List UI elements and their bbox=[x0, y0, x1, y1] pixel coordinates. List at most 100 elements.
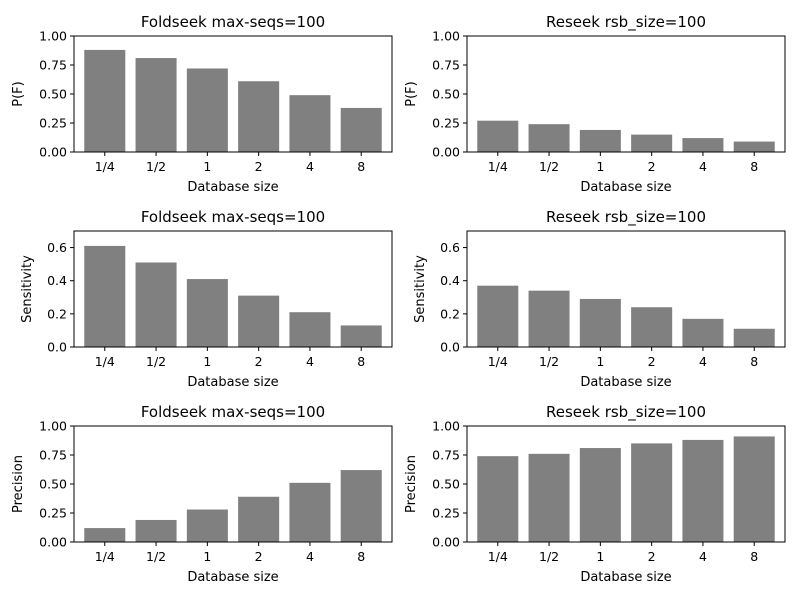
x-tick-label: 4 bbox=[699, 549, 707, 564]
y-tick-label: 0.25 bbox=[39, 116, 67, 131]
bar-6 bbox=[733, 141, 775, 152]
bar-1 bbox=[84, 528, 126, 542]
y-axis-label: Precision bbox=[11, 455, 26, 513]
bar-5 bbox=[289, 95, 331, 152]
x-tick-label: 2 bbox=[648, 354, 656, 369]
y-tick-label: 1.00 bbox=[39, 29, 67, 44]
bar-1 bbox=[84, 49, 126, 152]
x-tick-label: 4 bbox=[306, 159, 314, 174]
bar-4 bbox=[631, 307, 673, 347]
x-tick-label: 1/4 bbox=[488, 354, 508, 369]
bar-5 bbox=[289, 482, 331, 542]
y-tick-label: 0.00 bbox=[39, 535, 67, 550]
x-axis-label: Database size bbox=[580, 180, 671, 195]
x-tick-label: 1/4 bbox=[95, 159, 115, 174]
bar-2 bbox=[135, 519, 177, 542]
chart-title: Foldseek max-seqs=100 bbox=[141, 13, 325, 31]
y-tick-label: 0.25 bbox=[39, 506, 67, 521]
x-tick-label: 8 bbox=[750, 549, 758, 564]
y-axis-label: P(F) bbox=[404, 81, 419, 106]
x-tick-label: 8 bbox=[750, 159, 758, 174]
y-tick-label: 0.4 bbox=[440, 273, 460, 288]
x-tick-label: 4 bbox=[699, 159, 707, 174]
bar-3 bbox=[186, 279, 228, 347]
y-axis-label: Precision bbox=[404, 455, 419, 513]
bar-2 bbox=[135, 58, 177, 152]
bar-5 bbox=[682, 439, 724, 542]
y-tick-label: 0.6 bbox=[440, 240, 460, 255]
y-tick-label: 0.50 bbox=[432, 87, 460, 102]
x-tick-label: 1/2 bbox=[539, 549, 559, 564]
bar-4 bbox=[631, 134, 673, 152]
x-tick-label: 1/4 bbox=[488, 159, 508, 174]
y-axis-label: Sensitivity bbox=[20, 255, 35, 323]
bar-2 bbox=[528, 124, 570, 152]
x-tick-label: 1/2 bbox=[539, 354, 559, 369]
chart-title: Reseek rsb_size=100 bbox=[546, 13, 706, 32]
y-tick-label: 0.2 bbox=[440, 306, 460, 321]
y-tick-label: 0.25 bbox=[432, 506, 460, 521]
y-tick-label: 0.25 bbox=[432, 116, 460, 131]
x-tick-label: 1/2 bbox=[146, 354, 166, 369]
x-tick-label: 8 bbox=[357, 354, 365, 369]
chart-panel-6: 0.00 0.25 0.50 0.75 1.00 1/4 1/2 1 2 4 8 Reseek rsb… bbox=[404, 403, 786, 585]
x-tick-label: 1 bbox=[596, 159, 604, 174]
x-tick-label: 1/4 bbox=[95, 354, 115, 369]
x-tick-label: 2 bbox=[255, 549, 263, 564]
bar-1 bbox=[477, 120, 519, 152]
x-axis-label: Database size bbox=[187, 375, 278, 390]
bar-4 bbox=[238, 496, 280, 542]
y-tick-label: 0.4 bbox=[47, 273, 67, 288]
axes-frame bbox=[466, 230, 786, 348]
bar-5 bbox=[682, 318, 724, 347]
axes-frame bbox=[73, 230, 393, 348]
bar-6 bbox=[340, 325, 382, 347]
bar-3 bbox=[579, 129, 621, 152]
chart-panel-2: 0.00 0.25 0.50 0.75 1.00 1/4 1/2 1 2 4 8 Reseek rsb… bbox=[404, 13, 786, 195]
x-tick-label: 1 bbox=[596, 354, 604, 369]
x-tick-label: 2 bbox=[648, 549, 656, 564]
y-tick-label: 0.75 bbox=[432, 58, 460, 73]
y-tick-label: 0.50 bbox=[39, 87, 67, 102]
y-tick-label: 0.50 bbox=[39, 477, 67, 492]
x-tick-label: 1/2 bbox=[146, 159, 166, 174]
x-tick-label: 8 bbox=[357, 549, 365, 564]
x-tick-label: 4 bbox=[306, 354, 314, 369]
y-tick-label: 0.50 bbox=[432, 477, 460, 492]
x-tick-label: 2 bbox=[255, 354, 263, 369]
y-tick-label: 1.00 bbox=[432, 419, 460, 434]
x-tick-label: 4 bbox=[699, 354, 707, 369]
bar-2 bbox=[528, 453, 570, 542]
chart-title: Foldseek max-seqs=100 bbox=[141, 403, 325, 421]
bar-2 bbox=[528, 290, 570, 347]
bar-6 bbox=[340, 107, 382, 152]
chart-panel-1: 0.00 0.25 0.50 0.75 1.00 1/4 1/2 1 2 4 8 Foldseek m… bbox=[11, 13, 393, 195]
bar-1 bbox=[477, 285, 519, 347]
x-axis-label: Database size bbox=[187, 570, 278, 585]
x-tick-label: 1 bbox=[596, 549, 604, 564]
x-axis-label: Database size bbox=[580, 570, 671, 585]
x-tick-label: 8 bbox=[357, 159, 365, 174]
chart-panel-4: 0.0 0.2 0.4 0.6 1/4 1/2 1 2 4 8 Reseek rsb_size=10… bbox=[413, 208, 786, 390]
y-tick-label: 0.2 bbox=[47, 306, 67, 321]
y-tick-label: 1.00 bbox=[39, 419, 67, 434]
y-tick-label: 0.0 bbox=[440, 340, 460, 355]
x-tick-label: 1 bbox=[203, 549, 211, 564]
chart-panel-5: 0.00 0.25 0.50 0.75 1.00 1/4 1/2 1 2 4 8 Foldseek m… bbox=[11, 403, 393, 585]
bar-3 bbox=[579, 298, 621, 347]
y-tick-label: 1.00 bbox=[432, 29, 460, 44]
chart-title: Reseek rsb_size=100 bbox=[546, 208, 706, 227]
bar-3 bbox=[186, 509, 228, 542]
x-tick-label: 2 bbox=[255, 159, 263, 174]
bar-5 bbox=[682, 138, 724, 152]
bar-6 bbox=[733, 436, 775, 542]
bar-5 bbox=[289, 312, 331, 347]
y-tick-label: 0.75 bbox=[39, 58, 67, 73]
y-tick-label: 0.00 bbox=[432, 145, 460, 160]
y-tick-label: 0.6 bbox=[47, 240, 67, 255]
bar-2 bbox=[135, 262, 177, 347]
chart-title: Foldseek max-seqs=100 bbox=[141, 208, 325, 226]
y-tick-label: 0.75 bbox=[39, 448, 67, 463]
bar-4 bbox=[238, 295, 280, 347]
